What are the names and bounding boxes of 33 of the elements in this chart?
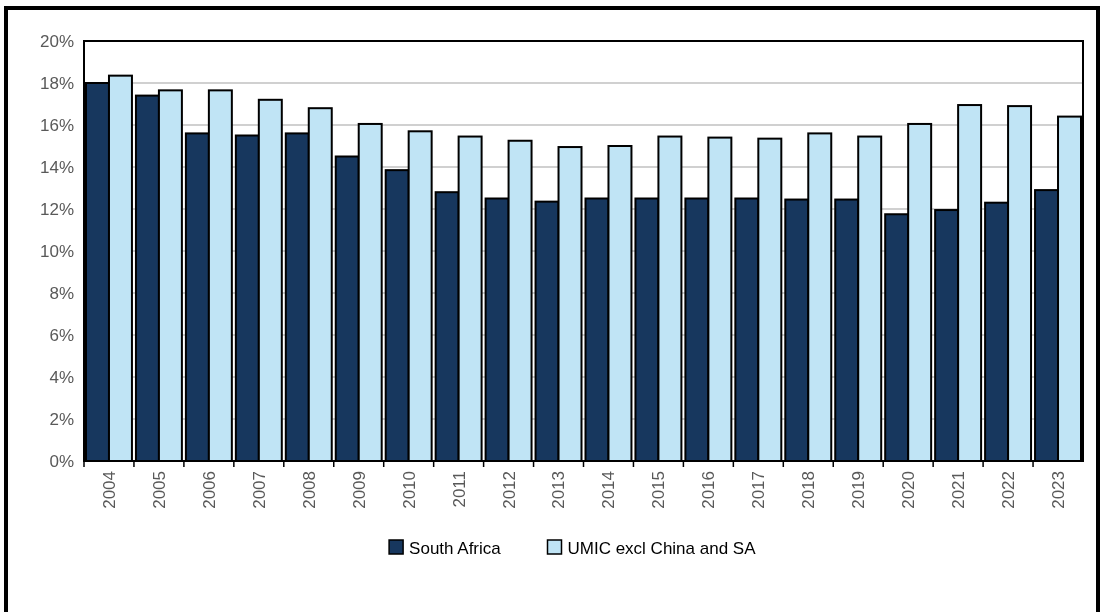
x-tick-label: 2015 xyxy=(649,471,669,509)
y-tick-label: 12% xyxy=(39,199,74,219)
legend-label: South Africa xyxy=(409,538,502,558)
y-tick-label: 16% xyxy=(39,115,74,135)
y-tick-label: 4% xyxy=(49,367,74,387)
x-tick-label: 2021 xyxy=(949,471,969,509)
x-tick-label: 2011 xyxy=(449,471,469,508)
x-tick-label: 2006 xyxy=(199,471,219,509)
legend-label: UMIC excl China and SA xyxy=(567,538,757,558)
x-tick-label: 2018 xyxy=(799,471,819,509)
y-tick-label: 18% xyxy=(39,73,74,93)
x-tick-label: 2017 xyxy=(749,471,769,509)
y-tick-label: 20% xyxy=(39,31,74,51)
x-tick-label: 2012 xyxy=(499,471,519,509)
x-tick-label: 2014 xyxy=(599,471,619,509)
x-tick-label: 2019 xyxy=(849,471,869,509)
x-tick-label: 2022 xyxy=(999,471,1019,509)
y-tick-label: 2% xyxy=(49,409,74,429)
x-tick-label: 2020 xyxy=(899,471,919,509)
x-tick-label: 2008 xyxy=(299,471,319,509)
y-tick-label: 14% xyxy=(39,157,74,177)
x-tick-label: 2010 xyxy=(399,471,419,509)
x-tick-label: 2004 xyxy=(99,471,119,509)
x-tick-label: 2013 xyxy=(549,471,569,509)
x-tick-label: 2023 xyxy=(1048,471,1068,509)
y-tick-label: 0% xyxy=(49,451,74,471)
x-tick-label: 2009 xyxy=(349,471,369,509)
y-tick-label: 6% xyxy=(49,325,74,345)
y-tick-label: 8% xyxy=(49,283,74,303)
x-tick-label: 2016 xyxy=(699,471,719,509)
y-tick-label: 10% xyxy=(39,241,74,261)
x-tick-label: 2005 xyxy=(149,471,169,509)
x-tick-label: 2007 xyxy=(249,471,269,509)
